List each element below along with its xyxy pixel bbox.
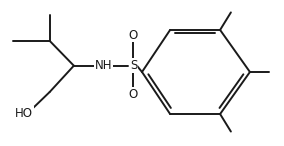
Text: O: O [129,28,138,42]
Text: NH: NH [95,59,112,72]
Text: S: S [130,59,137,72]
Text: HO: HO [15,107,33,120]
Text: O: O [129,88,138,101]
